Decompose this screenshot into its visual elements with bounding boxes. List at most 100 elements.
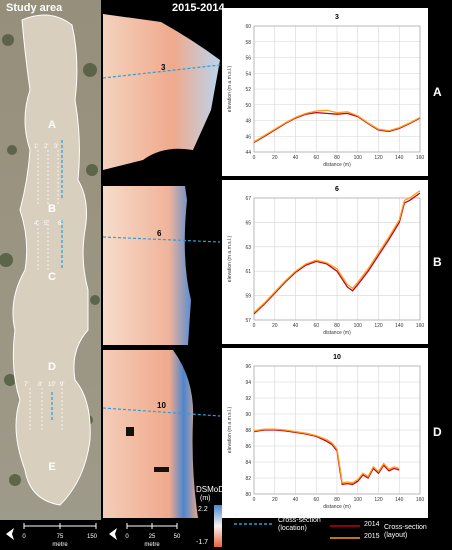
y-tick-label: 60 bbox=[245, 24, 251, 30]
scale-unit: metre bbox=[144, 542, 160, 548]
y-tick-label: 84 bbox=[245, 460, 251, 466]
map-section-label: 10 bbox=[157, 401, 166, 410]
x-tick-label: 20 bbox=[272, 497, 278, 503]
legend-2014-label: 2014 bbox=[364, 521, 380, 528]
y-tick-label: 48 bbox=[245, 119, 251, 125]
x-tick-label: 0 bbox=[253, 497, 256, 503]
map-section-label: 6 bbox=[157, 229, 162, 238]
section-id: 4' bbox=[34, 221, 38, 227]
y-tick-label: 52 bbox=[245, 87, 251, 93]
legend-area: 0 75 150 metre 0 25 50 metre DSMoD (m) 2… bbox=[0, 486, 452, 550]
y-tick-label: 67 bbox=[245, 196, 251, 202]
y-axis-label: elevation (m a.m.s.l.) bbox=[227, 406, 233, 453]
dsmod-unit: (m) bbox=[200, 495, 211, 502]
x-tick-label: 80 bbox=[334, 323, 340, 329]
right-scale-bar: 0 25 50 metre bbox=[109, 523, 181, 548]
chart-background bbox=[222, 348, 428, 518]
x-tick-label: 40 bbox=[293, 323, 299, 329]
y-tick-label: 86 bbox=[245, 444, 251, 450]
x-tick-label: 20 bbox=[272, 155, 278, 161]
dsmod-map-column: 3 6 10 bbox=[103, 14, 220, 518]
x-tick-label: 120 bbox=[374, 155, 383, 161]
zone-label-a: A bbox=[48, 119, 56, 131]
dsmod-min: -1.7 bbox=[196, 539, 209, 546]
x-tick-label: 60 bbox=[313, 323, 319, 329]
y-tick-label: 88 bbox=[245, 428, 251, 434]
zone-label-e: E bbox=[48, 461, 55, 473]
dsmod-colorbar bbox=[214, 505, 222, 547]
y-axis-label: elevation (m a.m.s.l.) bbox=[227, 235, 233, 282]
section-id: 1' bbox=[34, 144, 38, 150]
x-tick-label: 120 bbox=[374, 323, 383, 329]
y-tick-label: 92 bbox=[245, 396, 251, 402]
section-id: 5' bbox=[44, 221, 48, 227]
y-tick-label: 56 bbox=[245, 56, 251, 62]
section-id: 9' bbox=[60, 382, 64, 388]
series-line-2014 bbox=[253, 429, 400, 486]
y-tick-label: 90 bbox=[245, 412, 251, 418]
scale-tick: 0 bbox=[125, 534, 129, 540]
scale-tick: 50 bbox=[174, 534, 181, 540]
y-tick-label: 54 bbox=[245, 71, 251, 77]
x-axis-label: distance (m) bbox=[323, 162, 351, 168]
x-tick-label: 80 bbox=[334, 497, 340, 503]
map-section-label: 3 bbox=[161, 63, 166, 72]
y-tick-label: 44 bbox=[245, 150, 251, 156]
dsmod-max: 2.2 bbox=[198, 506, 208, 513]
chart-title: 6 bbox=[335, 186, 339, 193]
scale-tick: 150 bbox=[87, 534, 98, 540]
period-title: 2015-2014 bbox=[172, 2, 225, 14]
y-axis-label: elevation (m a.m.s.l.) bbox=[227, 65, 233, 112]
chart-title: 3 bbox=[335, 14, 339, 21]
left-scale-bar: 0 75 150 metre bbox=[6, 523, 98, 548]
cross-section-chart-6: 57 59 61 63 65 67 0 20 40 60 80 100 120 140 160 6 distan… bbox=[222, 180, 428, 344]
section-id: 10' bbox=[48, 382, 56, 388]
x-tick-label: 40 bbox=[293, 155, 299, 161]
x-tick-label: 160 bbox=[416, 323, 425, 329]
chart-title: 10 bbox=[333, 354, 341, 361]
y-tick-label: 80 bbox=[245, 492, 251, 498]
x-tick-label: 160 bbox=[416, 497, 425, 503]
x-tick-label: 160 bbox=[416, 155, 425, 161]
plot-frame bbox=[253, 25, 421, 153]
cross-section-location-swatch bbox=[234, 523, 274, 525]
legend-2014-swatch bbox=[330, 525, 360, 527]
section-id: 2' bbox=[44, 144, 48, 150]
y-tick-label: 63 bbox=[245, 245, 251, 251]
dune-outline bbox=[12, 14, 91, 506]
north-arrow-icon bbox=[6, 528, 14, 540]
scale-tick: 25 bbox=[149, 534, 156, 540]
x-axis-label: distance (m) bbox=[323, 504, 351, 510]
x-tick-label: 120 bbox=[374, 497, 383, 503]
y-tick-label: 59 bbox=[245, 294, 251, 300]
legend-2015-swatch bbox=[330, 537, 360, 539]
scale-tick: 75 bbox=[57, 534, 64, 540]
y-tick-label: 46 bbox=[245, 134, 251, 140]
x-tick-label: 140 bbox=[395, 155, 404, 161]
y-tick-label: 82 bbox=[245, 476, 251, 482]
x-tick-label: 60 bbox=[313, 155, 319, 161]
x-tick-label: 100 bbox=[354, 155, 363, 161]
cross-section-chart-10: 80 82 84 86 88 90 92 94 96 0 20 40 60 80 100 120 140 160 1… bbox=[222, 348, 428, 518]
panel-letter-a: A bbox=[433, 85, 442, 99]
x-tick-label: 40 bbox=[293, 497, 299, 503]
panel-letter-d: D bbox=[433, 425, 442, 439]
series-line-2015 bbox=[253, 428, 400, 484]
x-tick-label: 140 bbox=[395, 497, 404, 503]
y-tick-label: 50 bbox=[245, 103, 251, 109]
y-tick-label: 96 bbox=[245, 364, 251, 370]
study-area-title: Study area bbox=[6, 2, 63, 14]
cross-section-location-label: Cross-section (location) bbox=[278, 517, 321, 532]
zone-label-d: D bbox=[48, 361, 56, 373]
legend-2015-label: 2015 bbox=[364, 533, 380, 540]
x-tick-label: 0 bbox=[253, 323, 256, 329]
x-tick-label: 140 bbox=[395, 323, 404, 329]
x-tick-label: 100 bbox=[354, 323, 363, 329]
zone-label-b: B bbox=[48, 203, 56, 215]
zone-label-c: C bbox=[48, 271, 56, 283]
dsmod-title: DSMoD bbox=[196, 485, 225, 494]
x-tick-label: 60 bbox=[313, 497, 319, 503]
section-id: 8' bbox=[38, 382, 42, 388]
section-id: 3' bbox=[54, 144, 58, 150]
y-tick-label: 57 bbox=[245, 318, 251, 324]
